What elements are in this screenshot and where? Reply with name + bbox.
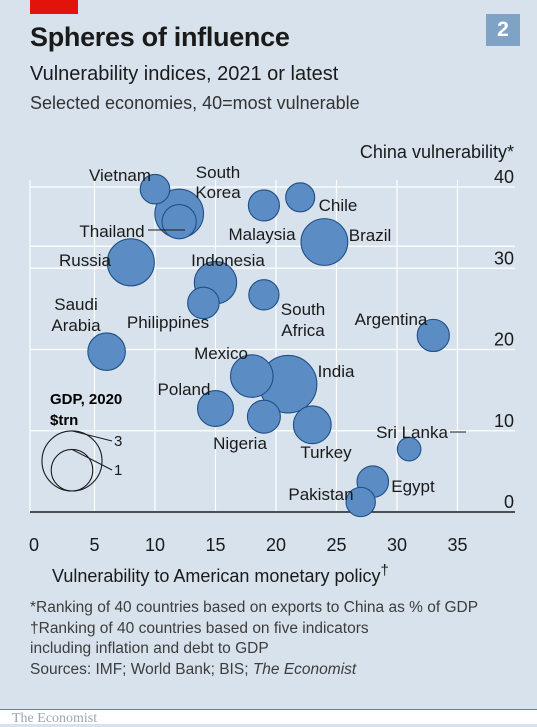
size-legend-leader: [71, 448, 113, 471]
brand-red-tag: [30, 0, 78, 14]
bubble-thailand: [161, 204, 197, 240]
chart-title: Spheres of influence: [30, 22, 290, 52]
label-india: India: [318, 362, 355, 381]
x-tick-label: 15: [205, 535, 225, 555]
footnote-star: *Ranking of 40 countries based on export…: [30, 599, 479, 616]
bubble-argentina: [416, 318, 450, 353]
x-tick-label: 25: [326, 535, 346, 555]
label-egypt: Egypt: [391, 477, 435, 496]
label-south-korea: South Korea: [195, 163, 241, 202]
x-tick-label: 20: [266, 535, 286, 555]
bubble-south-africa: [248, 279, 280, 311]
bubble-malaysia: [247, 189, 280, 222]
size-legend-leader: [71, 430, 113, 442]
label-leader-lines: [148, 229, 466, 433]
y-axis-title: China vulnerability*: [360, 142, 514, 162]
label-mexico: Mexico: [194, 344, 248, 363]
label-brazil: Brazil: [349, 226, 392, 245]
bubble-vietnam: [139, 173, 171, 205]
size-legend-label: 3: [114, 433, 122, 450]
x-tick-label: 5: [89, 535, 99, 555]
size-legend-circle-3: [41, 430, 103, 492]
label-philippines: Philippines: [127, 313, 209, 332]
bubble-saudi-arabia: [87, 332, 126, 371]
bubble-russia: [106, 238, 155, 287]
y-tick-label: 40: [494, 167, 514, 187]
publisher-wordmark: The Economist: [12, 711, 98, 726]
y-tick-label: 0: [504, 492, 514, 512]
bubble-pakistan: [345, 486, 376, 518]
label-saudi-arabia: Saudi Arabia: [51, 295, 101, 335]
bubble-chile: [285, 182, 316, 213]
bubble-turkey: [292, 405, 332, 445]
x-axis-title: Vulnerability to American monetary polic…: [52, 562, 389, 586]
chart-subtitle: Vulnerability indices, 2021 or latest: [30, 63, 339, 85]
label-turkey: Turkey: [300, 443, 352, 462]
label-sri-lanka: Sri Lanka: [376, 423, 448, 442]
bubbles: [87, 173, 450, 518]
size-legend-circle-1: [50, 448, 94, 492]
x-tick-labels: 0 5 10 15 20 25 30 35: [29, 535, 468, 555]
label-pakistan: Pakistan: [288, 485, 353, 504]
y-tick-label: 20: [494, 330, 514, 350]
bubble-nigeria: [246, 399, 281, 434]
label-vietnam: Vietnam: [89, 166, 151, 185]
label-argentina: Argentina: [355, 310, 428, 329]
bubble-mexico: [229, 354, 274, 398]
label-russia: Russia: [59, 251, 112, 270]
bottom-bar: The Economist: [0, 709, 537, 726]
size-legend: GDP, 2020 $trn 3 1: [41, 391, 122, 492]
bubble-philippines: [187, 286, 220, 320]
country-labels: Vietnam South Korea Thailand Malaysia Chile Br…: [51, 163, 448, 504]
label-chile: Chile: [319, 196, 358, 215]
footnote-sources: Sources: IMF; World Bank; BIS; The Econo…: [30, 660, 357, 678]
bubble-sri-lanka: [396, 436, 422, 462]
bubble-brazil: [300, 218, 349, 266]
label-indonesia: Indonesia: [191, 251, 265, 270]
y-tick-labels: 0 10 20 30 40: [494, 167, 514, 512]
y-tick-label: 30: [494, 248, 514, 268]
footnotes: *Ranking of 40 countries based on export…: [30, 598, 478, 680]
label-nigeria: Nigeria: [213, 434, 267, 453]
x-tick-label: 0: [29, 535, 39, 555]
size-legend-label: 1: [114, 462, 122, 479]
x-tick-label: 10: [145, 535, 165, 555]
chart-note: Selected economies, 40=most vulnerable: [30, 93, 360, 113]
label-poland: Poland: [158, 380, 211, 399]
label-south-africa: South Africa: [281, 300, 325, 340]
scatter-chart: China vulnerability* 0 10 20 30 40 0 5 10 15 20 2…: [29, 142, 515, 555]
x-tick-label: 35: [447, 535, 467, 555]
footnote-dagger-2: including inflation and debt to GDP: [30, 640, 269, 657]
label-malaysia: Malaysia: [228, 225, 296, 244]
label-thailand: Thailand: [79, 222, 144, 241]
bubble-poland: [196, 390, 235, 428]
size-legend-title: GDP, 2020: [50, 391, 122, 408]
page-number-badge: 2: [486, 14, 520, 46]
x-tick-label: 30: [387, 535, 407, 555]
size-legend-unit: $trn: [50, 412, 78, 429]
y-tick-label: 10: [494, 411, 514, 431]
footnote-dagger-1: †Ranking of 40 countries based on five i…: [30, 619, 369, 637]
